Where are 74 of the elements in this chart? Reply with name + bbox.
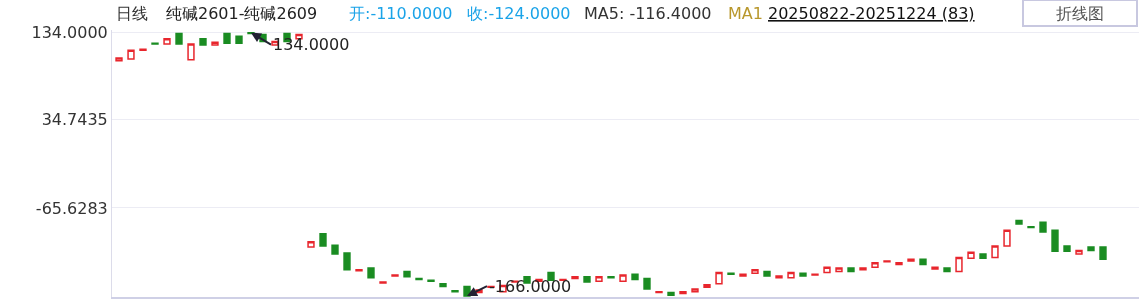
candlestick [571,276,579,280]
annotation: 134.0000 [273,35,350,54]
candlestick [931,266,939,270]
candlestick [199,38,207,46]
candlestick [151,42,159,45]
candlestick [1003,229,1011,247]
text: MA1 [728,4,763,23]
candlestick [775,275,783,279]
candlestick [343,252,351,271]
candlestick [1015,219,1023,225]
candlestick [967,251,975,260]
candlestick [739,273,747,277]
candlestick [703,283,711,289]
candlestick [403,270,411,278]
candlestick [991,245,999,259]
candlestick [163,38,171,45]
candlestick [379,281,387,284]
candlestick [307,240,315,248]
candlestick [1063,245,1071,253]
candlestick [1099,246,1107,260]
candlestick [619,274,627,282]
candlestick [883,260,891,263]
candlestick [643,277,651,290]
text: 开:-110.0000 [349,4,453,23]
candlestick [547,271,555,282]
candlestick [859,267,867,271]
candlestick [955,256,963,273]
candlestick [595,276,603,282]
candlestick [439,283,447,288]
text: 收:-124.0000 [467,4,571,23]
candlestick [223,32,231,44]
candlestick [823,266,831,274]
candlestick [943,267,951,273]
candlestick [127,49,135,60]
candlestick [835,267,843,273]
chart-title: 纯碱2601-纯碱2609 [166,4,318,23]
candlestick [115,57,123,62]
text: MA5: -116.4000 [584,4,712,23]
candlestick [235,35,243,44]
candlestick [391,274,399,277]
candlestick [331,244,339,255]
candlestick [895,262,903,266]
candlestick [715,271,723,285]
candlestick [799,272,807,277]
candlestick [1075,249,1083,255]
candlestick [907,258,915,262]
text: 折线图 [1056,3,1104,23]
candlestick [367,267,375,279]
candlestick [787,271,795,279]
y-tick-label: 134.0000 [31,23,108,43]
candlestick [1087,246,1095,252]
text: 日线 [116,4,148,23]
chart-subtitle: 20250822-20251224 (83) [768,4,975,23]
candlestick [679,290,687,295]
candlestick [811,273,819,276]
candlestick [319,233,327,247]
candlestick [691,288,699,293]
candlestick [175,32,183,45]
candlestick [211,41,219,46]
candlestick [979,253,987,260]
candlestick [751,269,759,275]
candlestick [631,273,639,281]
candlestick [1051,229,1059,253]
candlestick [763,270,771,277]
candlestick [919,258,927,266]
y-tick-label: -65.6283 [35,198,108,218]
candlestick [583,276,591,283]
candlestick [187,43,195,61]
candlestick [1039,221,1047,233]
annotation: -166.0000 [489,277,572,296]
y-tick-label: 34.7435 [41,110,108,130]
candlestick [871,262,879,268]
candlestick [667,291,675,296]
candlestick [847,267,855,273]
